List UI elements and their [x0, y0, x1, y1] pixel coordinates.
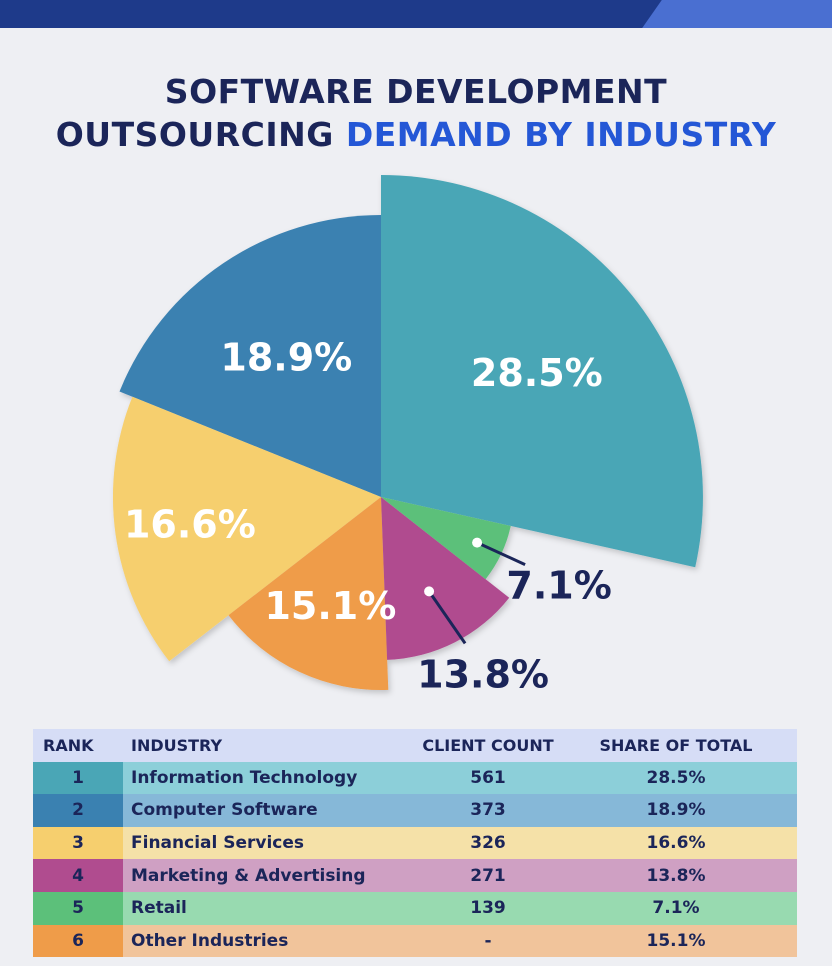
rank-cell: 2 [33, 794, 123, 827]
industry-cell: Marketing & Advertising [131, 865, 366, 886]
header-client-count: CLIENT COUNT [422, 735, 554, 755]
table-row: 1 Information Technology 561 28.5% [33, 761, 797, 795]
title-line-2: OUTSOURCING DEMAND BY INDUSTRY [0, 113, 832, 156]
callout-dot-marketing [424, 586, 435, 597]
title-line-2-part-a: OUTSOURCING [55, 115, 346, 154]
header-share: SHARE OF TOTAL [599, 735, 753, 755]
slice-marketing-advertising [381, 497, 510, 660]
share-cell: 15.1% [646, 930, 706, 951]
top-banner [0, 0, 832, 28]
header-industry: INDUSTRY [131, 735, 223, 755]
label-marketing-advertising: 13.8% [417, 652, 549, 696]
table-row: 4 Marketing & Advertising 271 13.8% [33, 859, 797, 892]
slice-computer-software [119, 215, 381, 497]
industry-cell: Computer Software [131, 800, 318, 821]
table-row: 2 Computer Software 373 18.9% [33, 794, 797, 827]
share-cell: 16.6% [646, 833, 706, 854]
rank-cell: 6 [33, 924, 123, 958]
count-cell: 561 [470, 767, 506, 788]
slice-financial-services [112, 396, 381, 662]
title-line-2-highlight: DEMAND BY INDUSTRY [345, 115, 777, 154]
callout-dot-retail [472, 537, 483, 548]
share-cell: 18.9% [646, 800, 706, 821]
table-row: 3 Financial Services 326 16.6% [33, 826, 797, 860]
header-rank: RANK [43, 735, 94, 755]
callout-line-retail [476, 541, 526, 566]
count-cell: 326 [470, 833, 506, 854]
table-row: 6 Other Industries - 15.1% [33, 924, 797, 958]
label-information-technology: 28.5% [471, 351, 603, 395]
share-cell: 28.5% [646, 767, 706, 788]
slice-other-industries [228, 497, 389, 691]
industry-table: RANK INDUSTRY CLIENT COUNT SHARE OF TOTA… [33, 729, 797, 958]
title-line-1: SOFTWARE DEVELOPMENT [164, 72, 668, 111]
count-cell: 139 [470, 898, 506, 919]
pie-chart: 28.5% 18.9% 16.6% 15.1% 13.8% 7.1% [112, 175, 703, 696]
count-cell: 373 [470, 800, 506, 821]
rank-cell: 1 [33, 761, 123, 795]
industry-cell: Retail [131, 898, 187, 919]
rank-cell: 3 [33, 826, 123, 860]
industry-cell: Financial Services [131, 833, 305, 854]
table-header: RANK INDUSTRY CLIENT COUNT SHARE OF TOTA… [33, 729, 797, 762]
rank-cell: 5 [33, 891, 123, 925]
label-computer-software: 18.9% [220, 335, 352, 379]
page-title: SOFTWARE DEVELOPMENT OUTSOURCING DEMAND … [0, 70, 832, 156]
count-cell: - [484, 930, 492, 951]
share-cell: 13.8% [646, 865, 706, 886]
slice-information-technology [381, 175, 703, 568]
label-other-industries: 15.1% [264, 584, 396, 628]
industry-cell: Information Technology [131, 767, 358, 788]
table-row: 5 Retail 139 7.1% [33, 891, 797, 925]
rank-cell: 4 [33, 859, 123, 892]
label-retail: 7.1% [506, 564, 611, 608]
callout-line-marketing [427, 590, 467, 645]
share-cell: 7.1% [652, 898, 700, 919]
industry-cell: Other Industries [131, 930, 289, 951]
label-financial-services: 16.6% [124, 502, 256, 546]
slice-retail [381, 497, 511, 580]
count-cell: 271 [470, 865, 506, 886]
